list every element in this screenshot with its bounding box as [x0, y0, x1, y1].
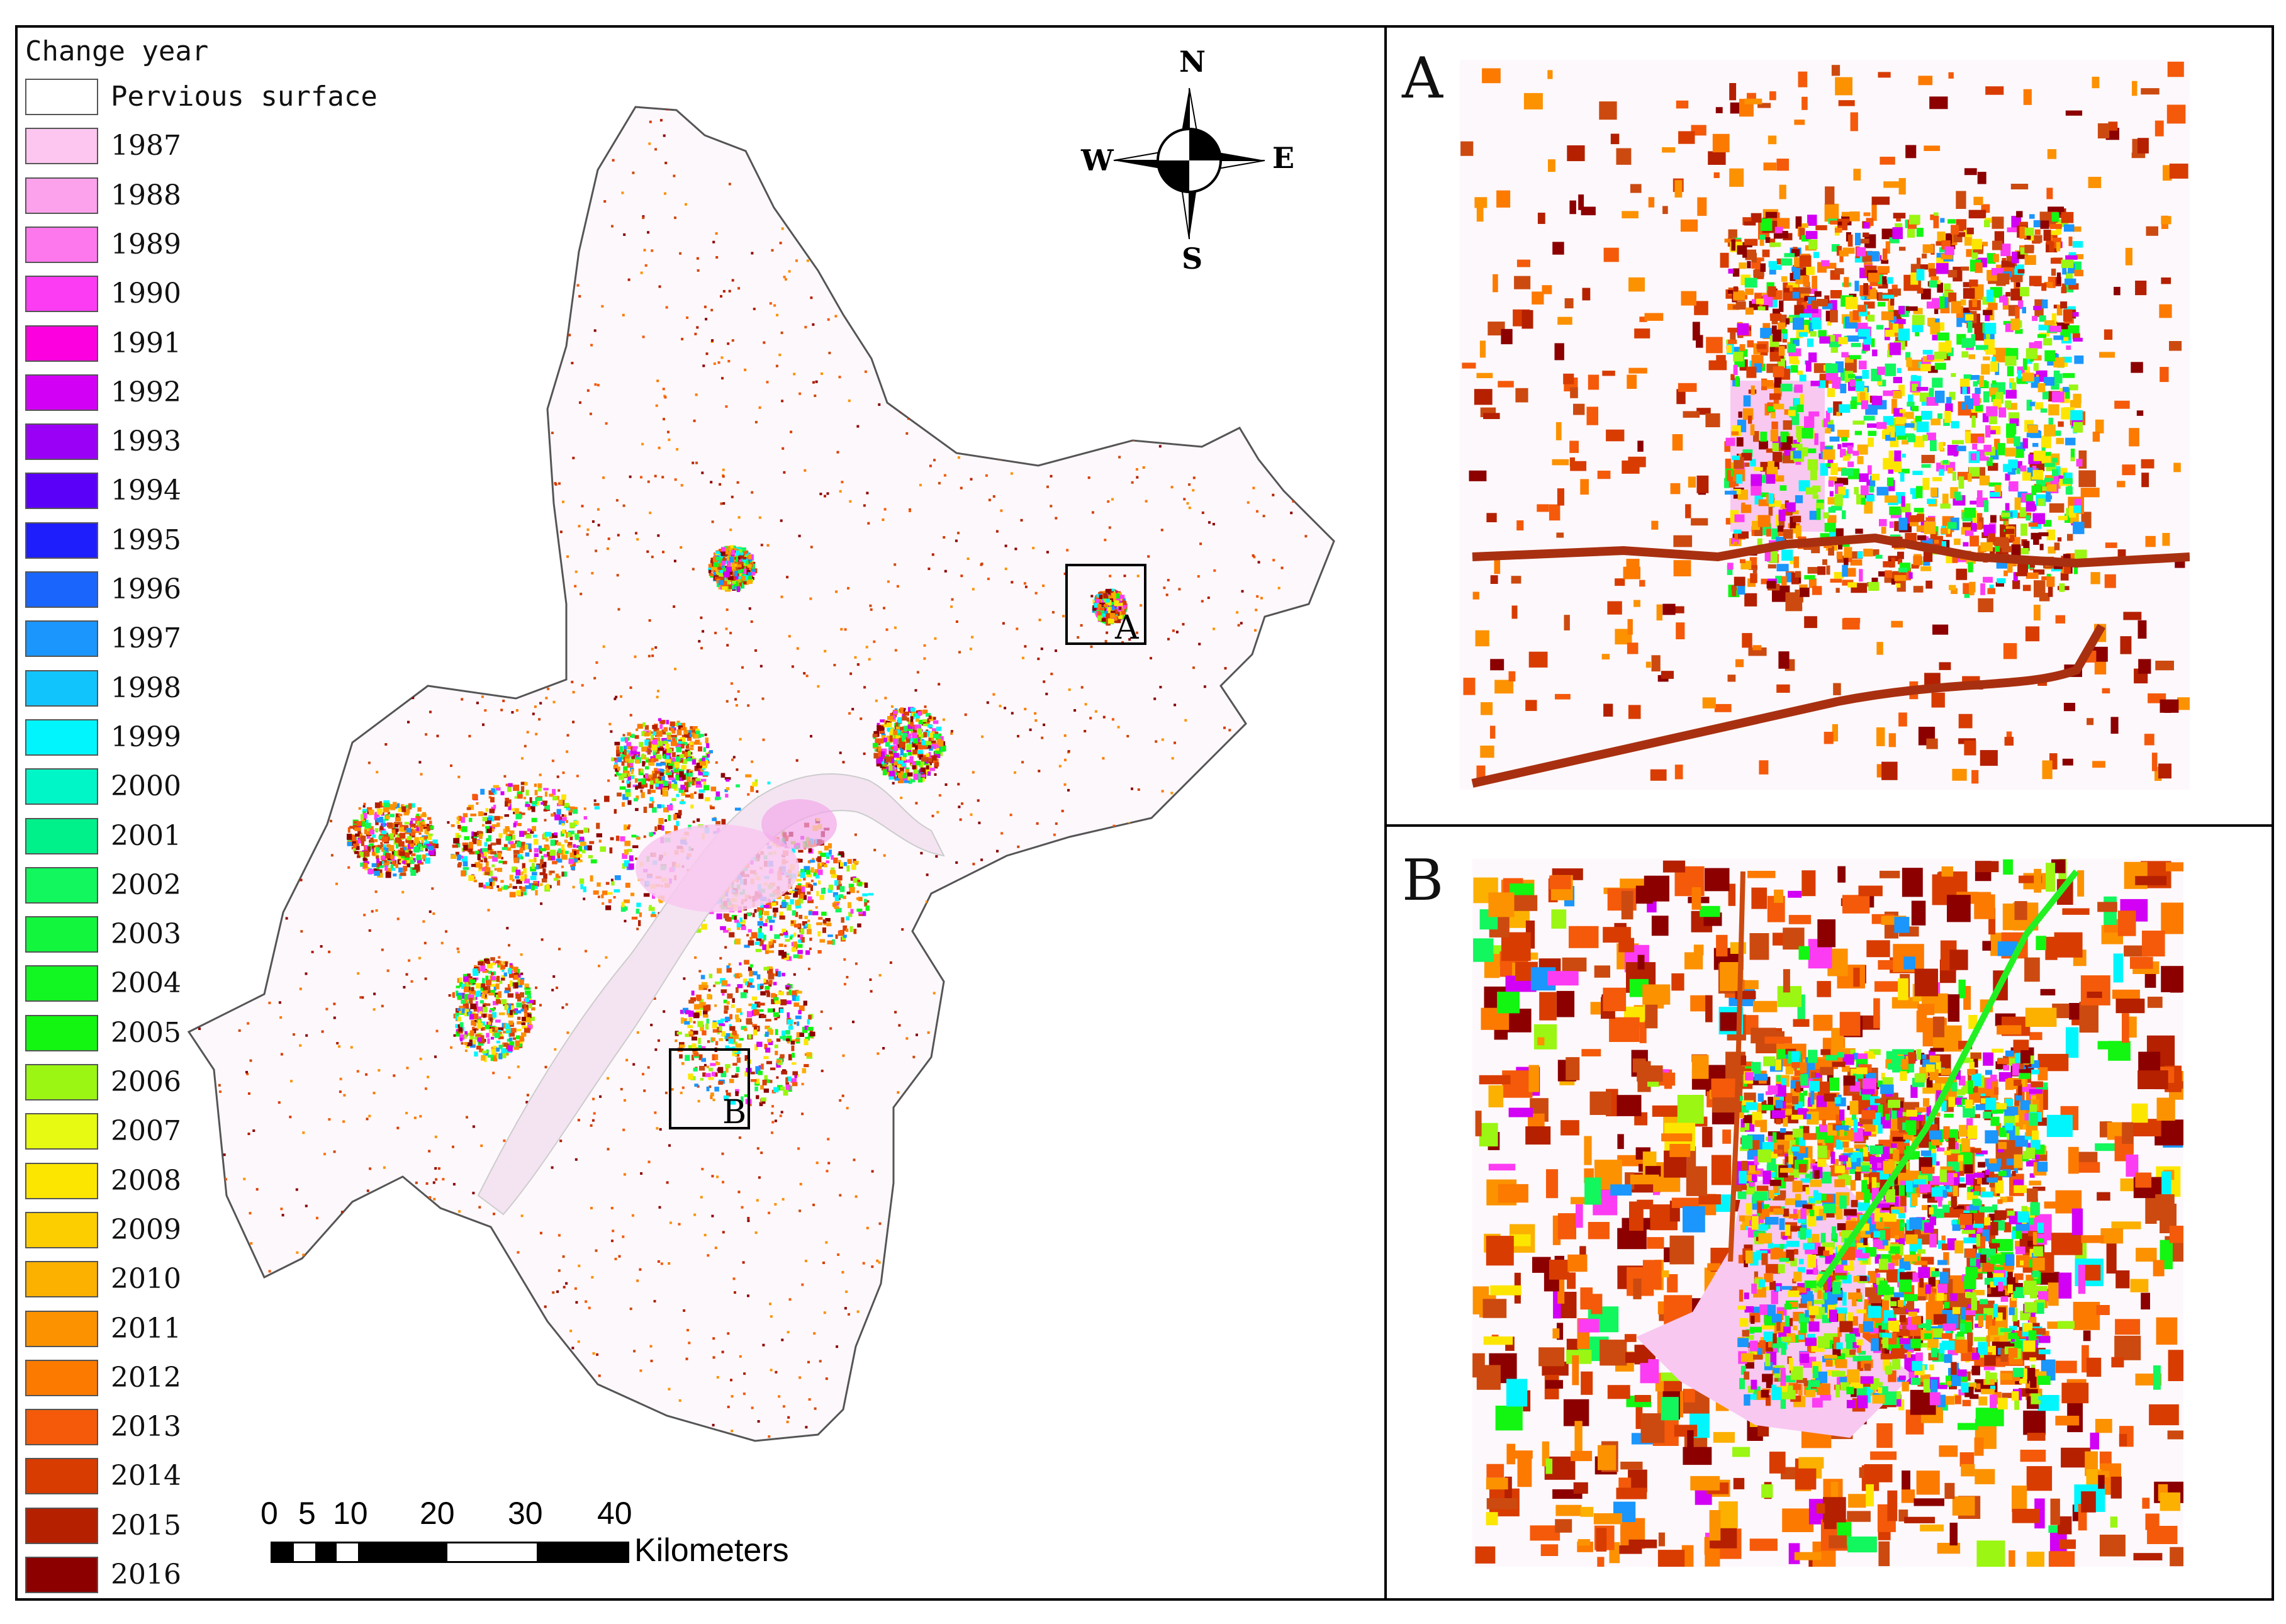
- legend-swatch: [25, 1211, 98, 1248]
- legend-label: 2006: [111, 1066, 181, 1098]
- inset-b-road-vertical: [1728, 871, 1745, 1262]
- legend-swatch: [25, 128, 98, 165]
- legend-swatch: [25, 571, 98, 608]
- legend-label: 1994: [111, 474, 181, 507]
- legend-label: 2004: [111, 967, 181, 1000]
- legend-label: 1989: [111, 228, 181, 260]
- inset-map-b: [1472, 859, 2183, 1567]
- inset-b-label: B: [1402, 848, 1444, 914]
- legend-label: 1993: [111, 425, 181, 458]
- legend-label: 2011: [111, 1312, 181, 1345]
- legend-label: 2014: [111, 1460, 181, 1492]
- scale-tick-label: 10: [333, 1496, 368, 1531]
- inset-a-label: A: [1402, 45, 1443, 111]
- scale-bar-graphic: [271, 1542, 629, 1563]
- inset-b-core-mix: [1737, 1048, 2051, 1412]
- legend-label: 2016: [111, 1559, 181, 1591]
- legend-swatch: [25, 916, 98, 953]
- inset-b-road-diagonal: [1815, 869, 2079, 1289]
- legend-label: 2000: [111, 770, 181, 803]
- inset-box-b: [669, 1048, 750, 1129]
- legend-label: 2003: [111, 918, 181, 951]
- legend-swatch: [25, 1162, 98, 1199]
- legend: Change year Pervious surface 1987 1988 1989…: [25, 35, 378, 1593]
- legend-label: 2005: [111, 1016, 181, 1049]
- legend-swatch: [25, 1507, 98, 1544]
- panel-divider-vertical: [1384, 25, 1387, 1601]
- legend-swatch: [25, 374, 98, 411]
- legend-swatch: [25, 1064, 98, 1100]
- legend-swatch: [25, 79, 98, 115]
- legend-label: 1999: [111, 720, 181, 753]
- legend-swatch: [25, 423, 98, 461]
- legend-swatch: [25, 1458, 98, 1495]
- legend-swatch: [25, 768, 98, 805]
- legend-label: 2008: [111, 1164, 181, 1197]
- inset-map-a: [1460, 60, 2190, 790]
- legend-label: 2009: [111, 1213, 181, 1246]
- legend-swatch: [25, 1310, 98, 1347]
- compass-n: N: [1179, 45, 1206, 79]
- legend-label: Pervious surface: [111, 81, 378, 113]
- legend-label: 2002: [111, 868, 181, 901]
- legend-label: 2012: [111, 1361, 181, 1394]
- legend-swatch: [25, 276, 98, 313]
- legend-label: 1988: [111, 179, 181, 211]
- legend-swatch: [25, 719, 98, 756]
- scale-tick-label: 40: [597, 1496, 632, 1531]
- urban-core: [636, 824, 799, 912]
- legend-title: Change year: [25, 35, 209, 67]
- legend-label: 1990: [111, 277, 181, 310]
- scale-tick-label: 0: [261, 1496, 278, 1531]
- inset-a-road-south: [1471, 624, 2106, 788]
- legend-swatch: [25, 1409, 98, 1446]
- inset-b-pixels: [1472, 859, 2183, 1567]
- scale-tick-label: 30: [508, 1496, 543, 1531]
- wuhan-boundary: [187, 106, 1335, 1442]
- legend-swatch: [25, 965, 98, 1002]
- legend-label: 2010: [111, 1263, 181, 1296]
- legend-swatch: [25, 669, 98, 707]
- legend-swatch: [25, 1261, 98, 1298]
- legend-swatch: [25, 866, 98, 904]
- legend-label: 1997: [111, 622, 181, 655]
- legend-swatch: [25, 226, 98, 263]
- inset-box-b-label: B: [722, 1094, 746, 1131]
- compass-w: W: [1081, 143, 1114, 177]
- inset-box-a: [1065, 564, 1146, 645]
- figure-frame: [15, 25, 2274, 1601]
- legend-label: 1998: [111, 671, 181, 704]
- scale-tick-label: 5: [298, 1496, 316, 1531]
- legend-swatch: [25, 1014, 98, 1051]
- legend-swatch: [25, 817, 98, 854]
- legend-label: 2007: [111, 1115, 181, 1148]
- inset-a-road: [1472, 533, 2190, 568]
- legend-label: 2013: [111, 1411, 181, 1443]
- panel-divider-horizontal: [1384, 824, 2274, 827]
- inset-box-a-label: A: [1114, 609, 1140, 647]
- compass-e: E: [1272, 141, 1295, 175]
- compass-s: S: [1182, 242, 1203, 276]
- main-map: A B: [187, 106, 1335, 1442]
- legend-label: 1991: [111, 327, 181, 359]
- legend-swatch: [25, 177, 98, 214]
- urban-core-east: [761, 799, 837, 849]
- legend-swatch: [25, 1359, 98, 1396]
- north-arrow: N S W E: [1070, 44, 1309, 276]
- legend-label: 1996: [111, 573, 181, 605]
- legend-label: 2001: [111, 819, 181, 852]
- compass-rose-icon: [1113, 87, 1265, 240]
- legend-label: 1992: [111, 376, 181, 408]
- legend-swatch: [25, 1557, 98, 1593]
- scale-tick-label: 20: [420, 1496, 455, 1531]
- legend-swatch: [25, 1113, 98, 1150]
- legend-swatch: [25, 522, 98, 559]
- legend-swatch: [25, 620, 98, 658]
- legend-swatch: [25, 473, 98, 510]
- legend-swatch: [25, 325, 98, 362]
- legend-label: 1995: [111, 524, 181, 556]
- legend-label: 1987: [111, 130, 181, 162]
- scale-unit-label: Kilometers: [634, 1532, 789, 1569]
- legend-label: 2015: [111, 1509, 181, 1542]
